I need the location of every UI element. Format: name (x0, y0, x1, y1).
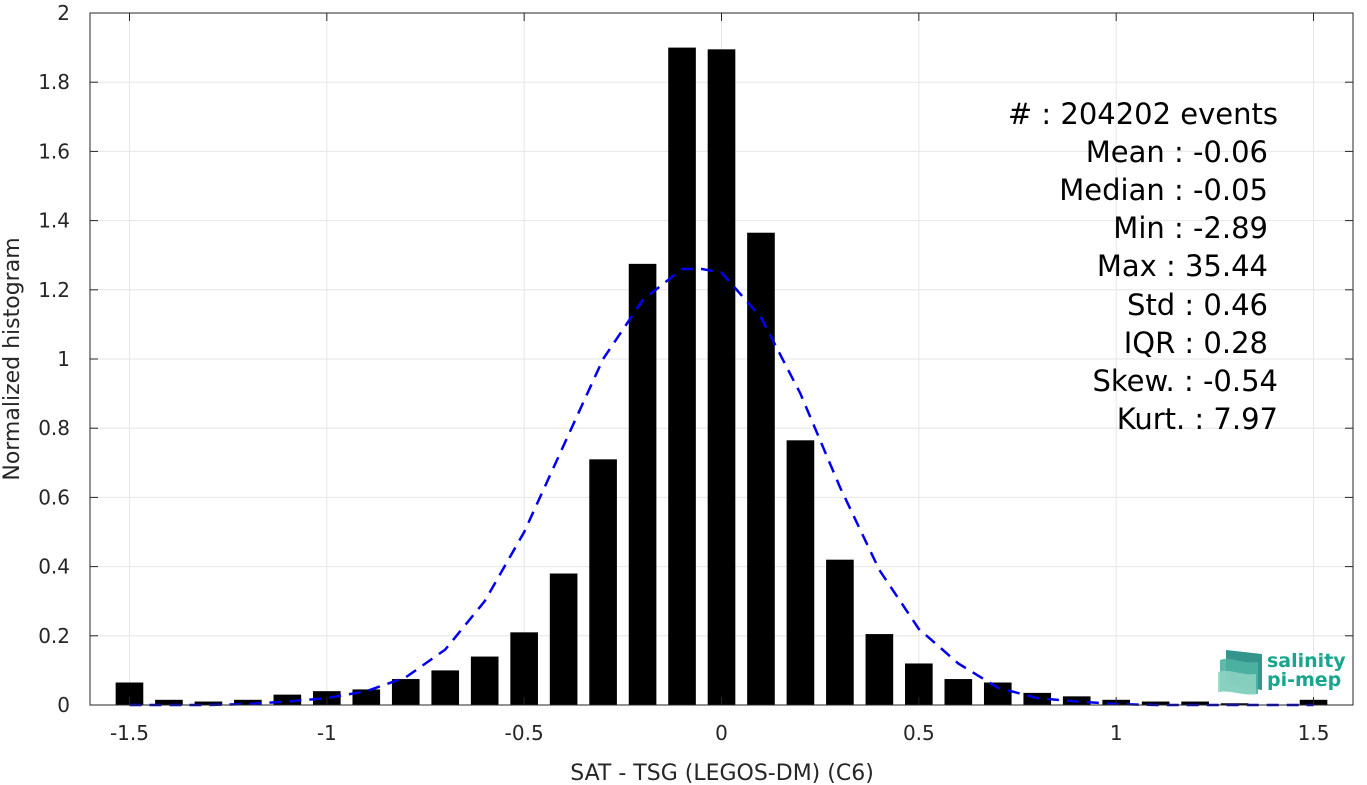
logo-line2: pi-mep (1267, 669, 1341, 691)
histogram-bar (628, 263, 657, 705)
histogram-bar (510, 632, 538, 705)
histogram-bar (786, 440, 815, 705)
histogram-bar (944, 679, 973, 705)
histogram-bar (470, 656, 499, 705)
histogram-bar (747, 232, 775, 705)
histogram-bars (115, 47, 1328, 706)
histogram-bar (194, 701, 223, 705)
y-tick-label: 1.6 (38, 139, 70, 163)
x-axis-title: SAT - TSG (LEGOS-DM) (C6) (570, 761, 874, 785)
x-tick-label: -1 (317, 721, 337, 745)
y-tick-label: 0 (57, 693, 70, 717)
histogram-bar (589, 459, 617, 705)
y-tick-label: 0.2 (38, 624, 70, 648)
y-tick-label: 1 (57, 347, 70, 371)
histogram-bar (549, 573, 578, 705)
histogram-bar (707, 49, 736, 705)
stats-median: Median : -0.05 (1059, 173, 1268, 207)
y-tick-label: 0.4 (38, 555, 70, 579)
stats-mean: Mean : -0.06 (1086, 135, 1268, 169)
stats-kurt: Kurt. : 7.97 (1117, 402, 1278, 436)
y-tick-label: 1.8 (38, 70, 70, 94)
stats-count: # : 204202 events (1008, 97, 1278, 131)
x-tick-label: 0.5 (903, 721, 935, 745)
histogram-bar (273, 694, 302, 705)
histogram-bar (391, 679, 420, 705)
logo-line1: salinity (1267, 650, 1346, 672)
y-tick-label: 2 (57, 1, 70, 25)
stats-min: Min : -2.89 (1113, 211, 1268, 245)
wave-logo-icon (1218, 650, 1262, 695)
histogram-bar (1181, 701, 1209, 705)
histogram-bar (115, 682, 144, 705)
histogram-bar (1141, 701, 1170, 705)
normal-fit-curve (129, 267, 1314, 707)
stats-max: Max : 35.44 (1097, 249, 1268, 283)
histogram-bar (431, 670, 460, 705)
x-tick-label: -1.5 (110, 721, 149, 745)
y-axis-ticks: 0 0.2 0.4 0.6 0.8 1 1.2 1.4 1.6 1.8 2 (38, 1, 1353, 717)
y-tick-label: 1.4 (38, 209, 70, 233)
x-tick-label: 1.5 (1298, 721, 1330, 745)
y-tick-label: 1.2 (38, 278, 70, 302)
y-axis-title: Normalized histogram (0, 237, 25, 480)
histogram-bar (668, 47, 696, 706)
histogram-bar (155, 699, 183, 705)
salinity-pi-mep-logo: salinity pi-mep (1218, 650, 1346, 695)
y-tick-label: 0.8 (38, 416, 70, 440)
x-axis-ticks: -1.5 -1 -0.5 0 0.5 1 1.5 (110, 13, 1329, 745)
stats-iqr: IQR : 0.28 (1124, 326, 1268, 360)
stats-panel: # : 204202 events Mean : -0.06 Median : … (1008, 97, 1278, 436)
histogram-bar (865, 634, 894, 705)
y-tick-label: 0.6 (38, 485, 70, 509)
x-tick-label: 1 (1110, 721, 1123, 745)
stats-std: Std : 0.46 (1127, 288, 1268, 322)
stats-skew: Skew. : -0.54 (1092, 364, 1278, 398)
x-tick-label: 0 (715, 721, 728, 745)
histogram-bar (826, 559, 854, 705)
histogram-bar (983, 682, 1012, 705)
x-tick-label: -0.5 (505, 721, 544, 745)
histogram-bar (234, 699, 262, 705)
